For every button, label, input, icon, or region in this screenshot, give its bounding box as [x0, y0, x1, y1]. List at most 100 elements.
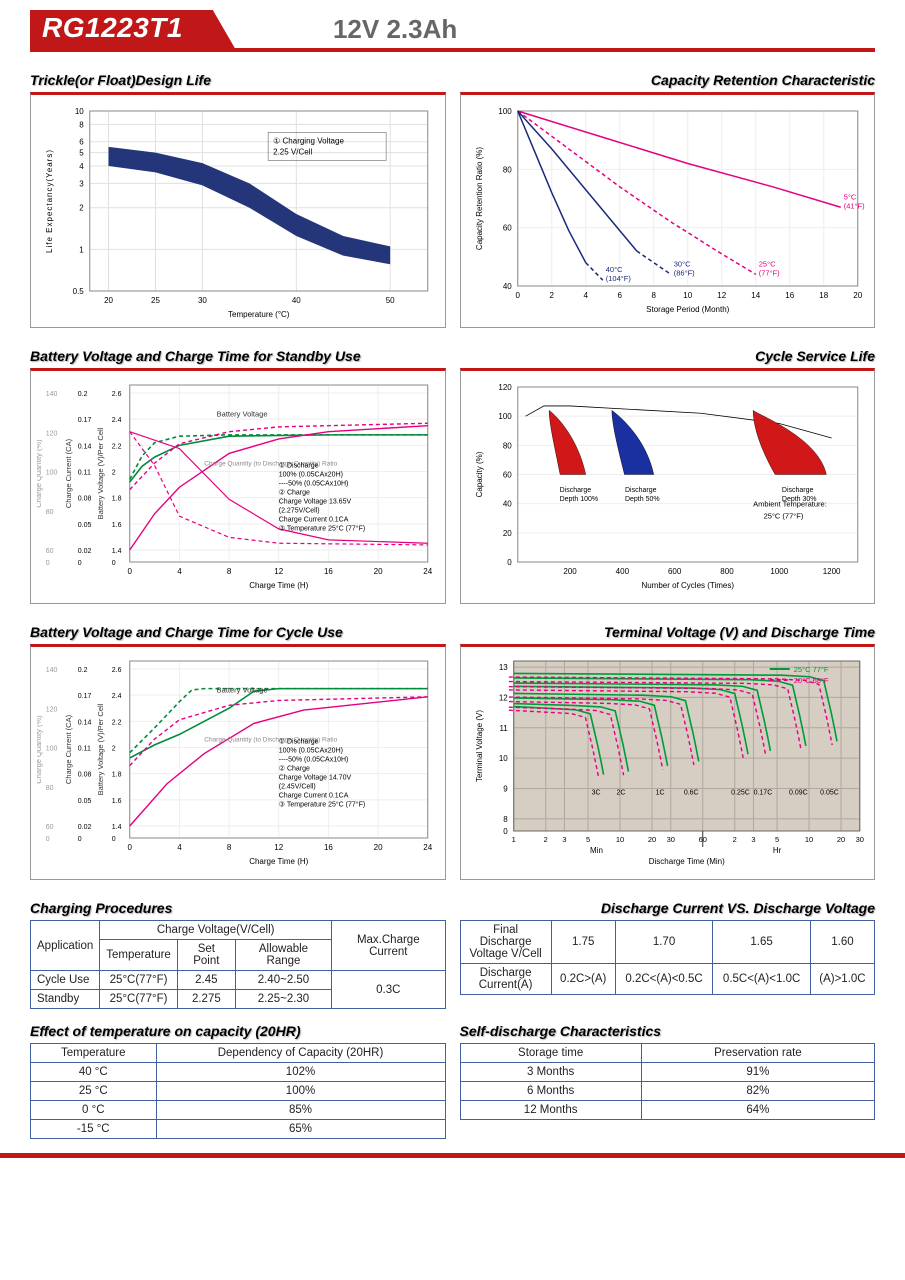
svg-text:20: 20	[853, 291, 862, 300]
svg-text:30: 30	[855, 835, 863, 844]
svg-text:2: 2	[79, 204, 84, 213]
svg-text:0.14: 0.14	[78, 443, 92, 450]
svg-text:40: 40	[502, 282, 511, 291]
svg-text:2.6: 2.6	[112, 667, 122, 674]
svg-text:1: 1	[511, 835, 515, 844]
svg-text:Temperature (°C): Temperature (°C)	[228, 310, 290, 319]
svg-text:0: 0	[503, 827, 508, 836]
svg-text:50: 50	[386, 296, 395, 305]
svg-text:2C: 2C	[616, 790, 625, 797]
svg-text:----50% (0.05CAx10H): ----50% (0.05CAx10H)	[279, 757, 349, 764]
svg-text:100: 100	[46, 746, 58, 753]
footer-bar	[0, 1153, 905, 1158]
svg-text:40: 40	[292, 296, 301, 305]
svg-text:9: 9	[503, 785, 508, 794]
svg-text:① Discharge: ① Discharge	[279, 462, 319, 470]
svg-text:0: 0	[112, 560, 116, 567]
svg-text:0.05: 0.05	[78, 522, 92, 529]
svg-text:800: 800	[720, 567, 734, 576]
svg-text:25: 25	[151, 296, 160, 305]
svg-text:1.6: 1.6	[112, 798, 122, 805]
svg-text:Discharge: Discharge	[559, 487, 591, 494]
svg-text:8: 8	[227, 843, 232, 852]
svg-text:0: 0	[46, 836, 50, 843]
svg-text:2: 2	[549, 291, 554, 300]
svg-text:① Discharge: ① Discharge	[279, 738, 319, 746]
svg-text:2.6: 2.6	[112, 391, 122, 398]
svg-text:Capacity Retention Ratio (%): Capacity Retention Ratio (%)	[474, 147, 483, 250]
svg-text:80: 80	[46, 509, 54, 516]
svg-text:2.4: 2.4	[112, 693, 122, 700]
svg-text:1.6: 1.6	[112, 522, 122, 529]
svg-text:Terminal Voltage (V): Terminal Voltage (V)	[474, 710, 483, 782]
svg-text:12: 12	[274, 843, 283, 852]
svg-text:(104°F): (104°F)	[605, 274, 631, 283]
svg-text:Charge Quantity (%): Charge Quantity (%)	[37, 715, 43, 784]
svg-text:0.6C: 0.6C	[683, 790, 698, 797]
table-title-selfdis: Self-discharge Characteristics	[460, 1023, 876, 1039]
svg-text:0.09C: 0.09C	[789, 790, 808, 797]
svg-text:0.05C: 0.05C	[820, 790, 839, 797]
svg-text:(2.45V/Cell): (2.45V/Cell)	[279, 784, 316, 791]
table-title-tempcap: Effect of temperature on capacity (20HR)	[30, 1023, 446, 1039]
chart-standby: 048121620240608010012014000.020.050.080.…	[30, 368, 446, 604]
svg-text:Depth 50%: Depth 50%	[624, 496, 659, 503]
chart-cyclelife: 20040060080010001200020406080100120Disch…	[460, 368, 876, 604]
svg-text:0.11: 0.11	[78, 746, 91, 753]
svg-text:Charge Voltage 13.65V: Charge Voltage 13.65V	[279, 499, 352, 506]
svg-text:100: 100	[498, 107, 512, 116]
svg-text:4: 4	[177, 843, 182, 852]
svg-text:25°C (77°F): 25°C (77°F)	[763, 511, 803, 520]
svg-text:Ambient Temperature:: Ambient Temperature:	[753, 500, 827, 509]
svg-text:③ Temperature 25°C (77°F): ③ Temperature 25°C (77°F)	[279, 525, 365, 533]
svg-text:12: 12	[498, 693, 507, 702]
svg-text:0.17: 0.17	[78, 417, 92, 424]
svg-text:② Charge: ② Charge	[279, 489, 310, 497]
svg-text:(41°F): (41°F)	[843, 201, 864, 210]
svg-text:Charge Current (CA): Charge Current (CA)	[64, 714, 73, 784]
svg-text:120: 120	[498, 383, 512, 392]
svg-text:25°C 77°F: 25°C 77°F	[793, 665, 828, 674]
svg-text:20: 20	[836, 835, 844, 844]
spec-text: 12V 2.3Ah	[333, 14, 457, 45]
svg-text:0: 0	[128, 843, 133, 852]
svg-text:8: 8	[227, 567, 232, 576]
svg-text:200: 200	[563, 567, 577, 576]
svg-text:0: 0	[515, 291, 520, 300]
table-selfdis: Storage timePreservation rate3 Months91%…	[460, 1043, 876, 1120]
svg-text:0.17: 0.17	[78, 693, 92, 700]
chart-title-cycle: Battery Voltage and Charge Time for Cycl…	[30, 624, 446, 640]
svg-text:1.8: 1.8	[112, 496, 122, 503]
chart-discharge: 89101112130123510203060235102030MinHrDis…	[460, 644, 876, 880]
model-number: RG1223T1	[30, 10, 213, 48]
svg-text:40: 40	[502, 500, 511, 509]
svg-text:16: 16	[324, 843, 333, 852]
table-dcdv: Final Discharge Voltage V/Cell1.751.701.…	[460, 920, 876, 995]
svg-text:140: 140	[46, 391, 58, 398]
svg-text:Charge Time (H): Charge Time (H)	[249, 857, 308, 866]
svg-text:----50% (0.05CAx10H): ----50% (0.05CAx10H)	[279, 481, 349, 488]
svg-text:120: 120	[46, 430, 58, 437]
svg-text:5: 5	[774, 835, 778, 844]
svg-text:0: 0	[507, 558, 512, 567]
svg-text:10: 10	[804, 835, 812, 844]
svg-text:Charge Time (H): Charge Time (H)	[249, 581, 308, 590]
svg-text:Charge Current 0.1CA: Charge Current 0.1CA	[279, 793, 349, 800]
svg-text:10: 10	[498, 754, 507, 763]
svg-text:(2.275V/Cell): (2.275V/Cell)	[279, 508, 320, 515]
svg-text:0.5: 0.5	[73, 287, 85, 296]
svg-text:2.2: 2.2	[112, 719, 122, 726]
svg-text:2.25 V/Cell: 2.25 V/Cell	[273, 147, 312, 156]
table-title-dcdv: Discharge Current VS. Discharge Voltage	[460, 900, 876, 916]
svg-text:0.02: 0.02	[78, 824, 92, 831]
svg-text:80: 80	[46, 785, 54, 792]
svg-text:400: 400	[615, 567, 629, 576]
svg-text:8: 8	[79, 120, 84, 129]
svg-text:Discharge: Discharge	[781, 487, 813, 494]
svg-text:8: 8	[651, 291, 656, 300]
svg-text:6: 6	[79, 138, 84, 147]
svg-text:0.25C: 0.25C	[731, 790, 750, 797]
svg-text:10: 10	[615, 835, 623, 844]
table-title-charging: Charging Procedures	[30, 900, 446, 916]
svg-text:① Charging Voltage: ① Charging Voltage	[273, 136, 344, 145]
